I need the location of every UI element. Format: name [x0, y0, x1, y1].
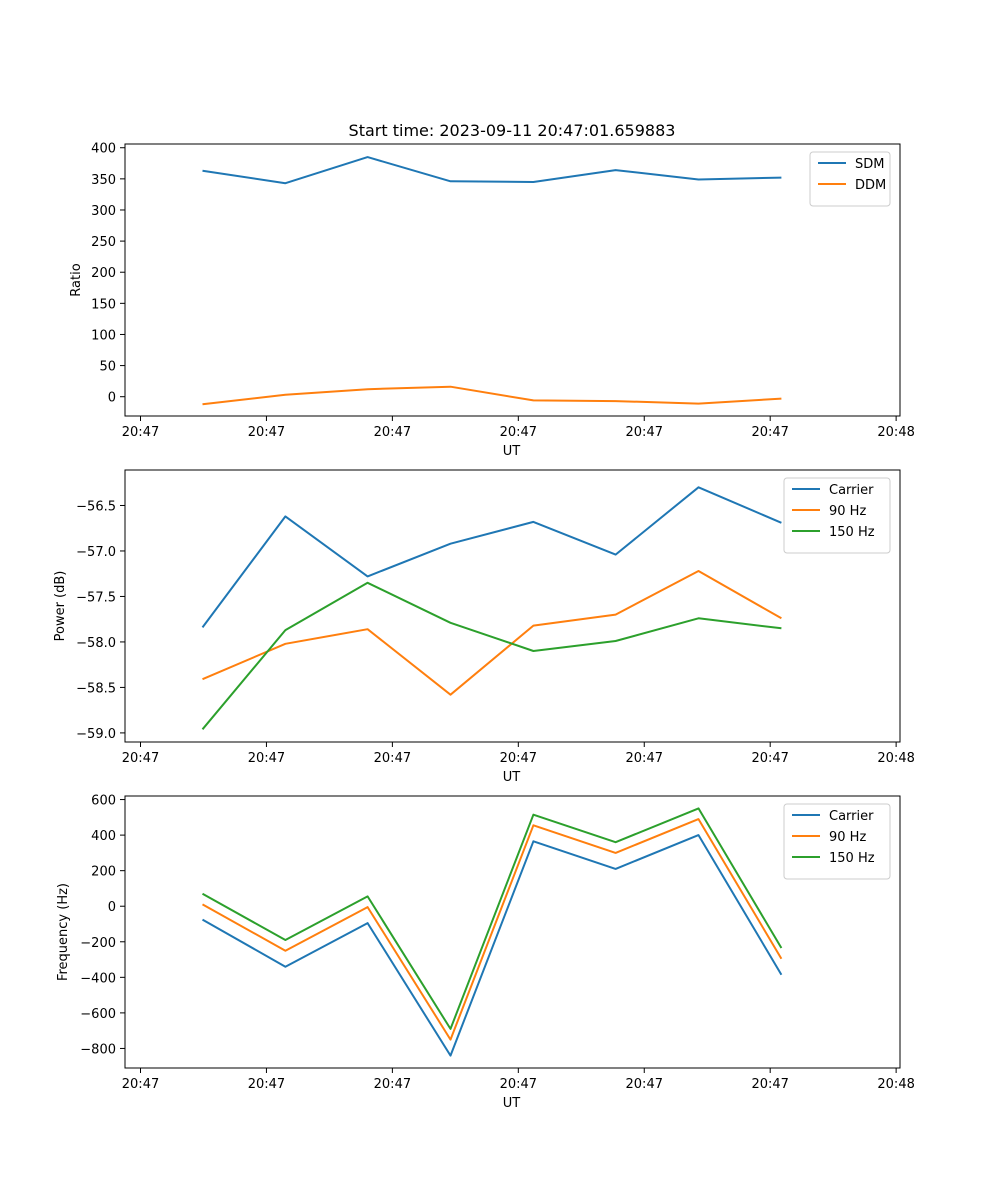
y-tick-label: −57.0 [76, 545, 116, 560]
x-tick-label: 20:47 [626, 425, 663, 440]
x-axis-label: UT [503, 770, 521, 785]
legend: SDM DDM [809, 151, 891, 207]
y-tick-label: 0 [108, 900, 116, 915]
axes-frame [124, 795, 901, 1069]
x-tick-label: 20:47 [500, 1077, 537, 1092]
series-line-150-hz [201, 581, 782, 730]
y-tick-label: −800 [80, 1042, 116, 1057]
y-tick-label: 600 [91, 794, 116, 809]
series-line-carrier [201, 486, 782, 628]
axes-frame [124, 469, 901, 743]
x-tick-label: 20:48 [877, 751, 914, 766]
legend-label: 90 Hz [829, 830, 866, 845]
series-line-carrier [202, 834, 783, 1057]
x-tick-label: 20:47 [374, 1077, 411, 1092]
figure-title: Start time: 2023-09-11 20:47:01.659883 [349, 121, 676, 140]
y-tick-label: 0 [108, 391, 116, 406]
charts: 20:47 20:47 20:47 20:47 20:47 20:47 20:48 400 35… [53, 142, 915, 1111]
y-tick-label: −200 [80, 936, 116, 951]
x-tick-label: 20:48 [877, 425, 914, 440]
x-tick-label: 20:47 [248, 425, 285, 440]
x-tick-label: 20:47 [248, 1077, 285, 1092]
y-tick-label: 350 [91, 173, 116, 188]
series-line-90-hz [202, 570, 782, 696]
y-tick-label: −600 [80, 1007, 116, 1022]
chart-panel-3: 20:47 20:47 20:47 20:47 20:47 20:47 20:48 600 40… [56, 794, 915, 1111]
axes-frame [124, 143, 901, 417]
legend-box [783, 477, 891, 554]
legend-label: DDM [855, 178, 886, 193]
x-tick-label: 20:47 [122, 425, 159, 440]
series-line-90-hz [202, 818, 783, 1041]
y-tick-label: −58.5 [76, 681, 116, 696]
y-tick-label: 400 [91, 829, 116, 844]
x-tick-label: 20:47 [374, 751, 411, 766]
x-tick-label: 20:47 [751, 751, 788, 766]
x-tick-label: 20:47 [374, 425, 411, 440]
legend-box [783, 803, 891, 880]
y-tick-label: −59.0 [76, 727, 116, 742]
chart-panel-1: 20:47 20:47 20:47 20:47 20:47 20:47 20:48 400 35… [69, 142, 915, 459]
legend-label: 150 Hz [829, 525, 875, 540]
legend: Carrier 90 Hz 150 Hz [783, 477, 891, 554]
y-tick-label: 300 [91, 204, 116, 219]
y-axis-label: Power (dB) [53, 571, 68, 642]
legend-label: 150 Hz [829, 851, 875, 866]
y-tick-label: −56.5 [76, 499, 116, 514]
y-axis-label: Ratio [69, 263, 84, 296]
x-axis-label: UT [503, 1096, 521, 1111]
x-tick-label: 20:47 [751, 1077, 788, 1092]
x-tick-label: 20:48 [877, 1077, 914, 1092]
x-tick-label: 20:47 [122, 1077, 159, 1092]
legend-label: Carrier [829, 483, 874, 498]
series-line-150-hz [202, 807, 783, 1030]
series-line-sdm [202, 156, 782, 185]
y-tick-label: 150 [91, 297, 116, 312]
legend-box [809, 151, 891, 207]
legend-label: SDM [855, 157, 884, 172]
x-tick-label: 20:47 [751, 425, 788, 440]
x-tick-label: 20:47 [500, 425, 537, 440]
legend: Carrier 90 Hz 150 Hz [783, 803, 891, 880]
x-axis-label: UT [503, 444, 521, 459]
y-tick-label: −58.0 [76, 636, 116, 651]
legend-label: Carrier [829, 809, 874, 824]
y-tick-label: 50 [99, 360, 116, 375]
x-tick-label: 20:47 [500, 751, 537, 766]
y-tick-label: 100 [91, 328, 116, 343]
y-tick-label: −57.5 [76, 590, 116, 605]
y-tick-label: 250 [91, 235, 116, 250]
x-tick-label: 20:47 [248, 751, 285, 766]
y-tick-label: 200 [91, 865, 116, 880]
y-tick-label: −400 [80, 971, 116, 986]
chart-panel-2: 20:47 20:47 20:47 20:47 20:47 20:47 20:48 −56.5… [53, 469, 915, 785]
legend-label: 90 Hz [829, 504, 866, 519]
x-tick-label: 20:47 [626, 1077, 663, 1092]
y-axis-label: Frequency (Hz) [56, 883, 71, 981]
x-tick-label: 20:47 [626, 751, 663, 766]
x-tick-label: 20:47 [122, 751, 159, 766]
series-line-ddm [202, 385, 782, 406]
y-tick-label: 400 [91, 142, 116, 157]
y-tick-label: 200 [91, 266, 116, 281]
